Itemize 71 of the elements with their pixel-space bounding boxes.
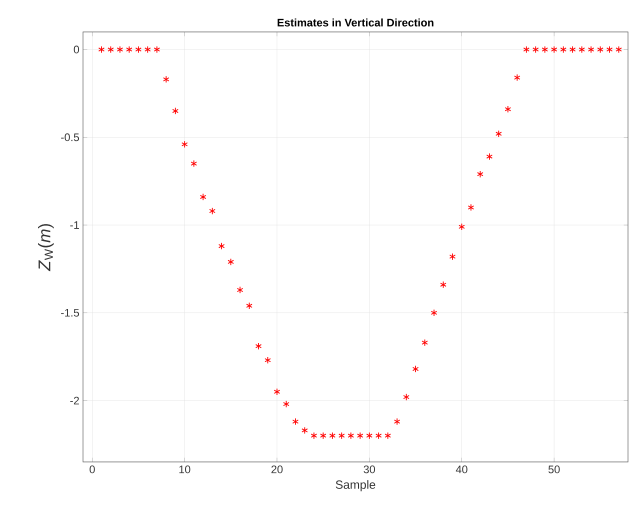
y-tick-label: -1 [70, 221, 79, 229]
point [504, 106, 512, 113]
point [190, 160, 198, 168]
y-axis-title: Z$_{W}$(m) [38, 224, 54, 272]
point [181, 140, 188, 148]
point [338, 432, 345, 440]
point [422, 339, 428, 346]
x-tick-label: 20 [271, 466, 283, 474]
point [403, 393, 410, 401]
point [246, 302, 252, 310]
point [264, 356, 271, 364]
point [98, 46, 105, 54]
x-tick-label: 50 [548, 466, 560, 474]
point [348, 432, 354, 440]
point [597, 46, 604, 54]
point [375, 432, 382, 440]
point [218, 242, 225, 250]
point [209, 207, 216, 215]
point [477, 170, 484, 178]
point [384, 432, 392, 440]
point [514, 74, 520, 82]
point [274, 388, 280, 396]
point [310, 432, 318, 440]
point [560, 46, 567, 54]
point [172, 107, 179, 115]
x-tick-label: 40 [456, 466, 468, 474]
point [440, 281, 446, 288]
point [550, 46, 558, 54]
point [301, 426, 308, 434]
point [236, 286, 244, 294]
y-tick-label: -0.5 [61, 133, 80, 142]
chart-title: Estimates in Vertical Direction [278, 18, 434, 26]
point [606, 46, 613, 54]
point [449, 253, 456, 260]
y-tick-label: -1.5 [61, 308, 80, 317]
point [320, 432, 326, 440]
point [329, 432, 336, 440]
point [356, 432, 364, 440]
point [430, 309, 438, 316]
point [200, 193, 206, 201]
point [468, 204, 474, 212]
point [588, 46, 594, 54]
point [542, 46, 548, 54]
point [292, 418, 299, 426]
y-tick-label: 0 [74, 46, 80, 54]
point [255, 342, 262, 350]
point [108, 46, 114, 54]
x-tick-label: 10 [179, 466, 190, 474]
point [569, 46, 576, 54]
point [616, 46, 622, 54]
x-tick-label: 0 [90, 466, 95, 474]
point [412, 365, 419, 373]
y-tick-label: -2 [70, 396, 79, 404]
point [458, 223, 465, 230]
point [578, 46, 586, 54]
point [228, 258, 234, 266]
point [144, 46, 151, 54]
point [135, 46, 142, 54]
point [162, 76, 170, 84]
point [394, 418, 400, 426]
point [532, 46, 539, 54]
point [523, 46, 530, 54]
point [116, 46, 124, 54]
point [486, 152, 493, 160]
x-axis-title: Sample [336, 480, 376, 492]
x-tick-label: 30 [364, 466, 376, 474]
point [283, 400, 290, 408]
point [366, 432, 373, 440]
point [154, 46, 160, 54]
point [495, 130, 502, 138]
point [126, 46, 132, 54]
